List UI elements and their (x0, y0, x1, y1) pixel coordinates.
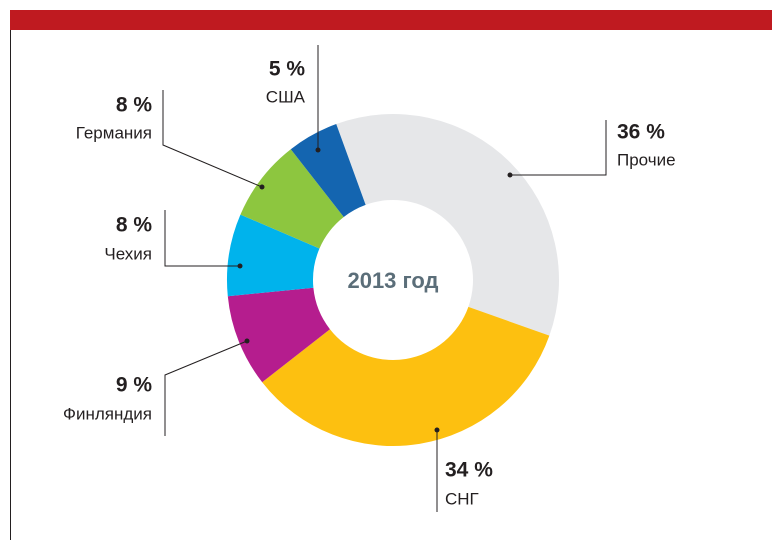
donut-slice (227, 287, 330, 383)
leader-dot (315, 147, 321, 153)
leader-dot (259, 184, 265, 190)
donut-slice (336, 114, 559, 336)
leader-dot (237, 263, 243, 269)
header-bar (10, 10, 772, 30)
donut-slice (227, 214, 320, 297)
category-label: Чехия (104, 244, 152, 263)
category-label: Прочие (617, 150, 676, 169)
center-label: 2013 год (347, 268, 438, 293)
leader-line (162, 90, 263, 188)
value-label: 8 % (116, 94, 153, 117)
leader-line (164, 210, 240, 267)
donut-slice (290, 124, 366, 217)
leader-dot (507, 172, 513, 178)
category-label: Финляндия (63, 404, 152, 423)
leader-dot (244, 338, 250, 344)
leader-line (510, 120, 607, 176)
donut-slice (240, 149, 344, 249)
leader-dot (434, 427, 440, 433)
category-label: США (266, 87, 306, 106)
value-label: 34 % (445, 459, 493, 482)
leader-line (164, 340, 248, 436)
donut-slice (262, 306, 550, 446)
category-label: СНГ (445, 489, 479, 508)
category-label: Германия (76, 123, 152, 142)
value-label: 5 % (269, 58, 306, 81)
value-label: 8 % (116, 214, 153, 237)
value-label: 36 % (617, 121, 665, 144)
value-label: 9 % (116, 374, 153, 397)
